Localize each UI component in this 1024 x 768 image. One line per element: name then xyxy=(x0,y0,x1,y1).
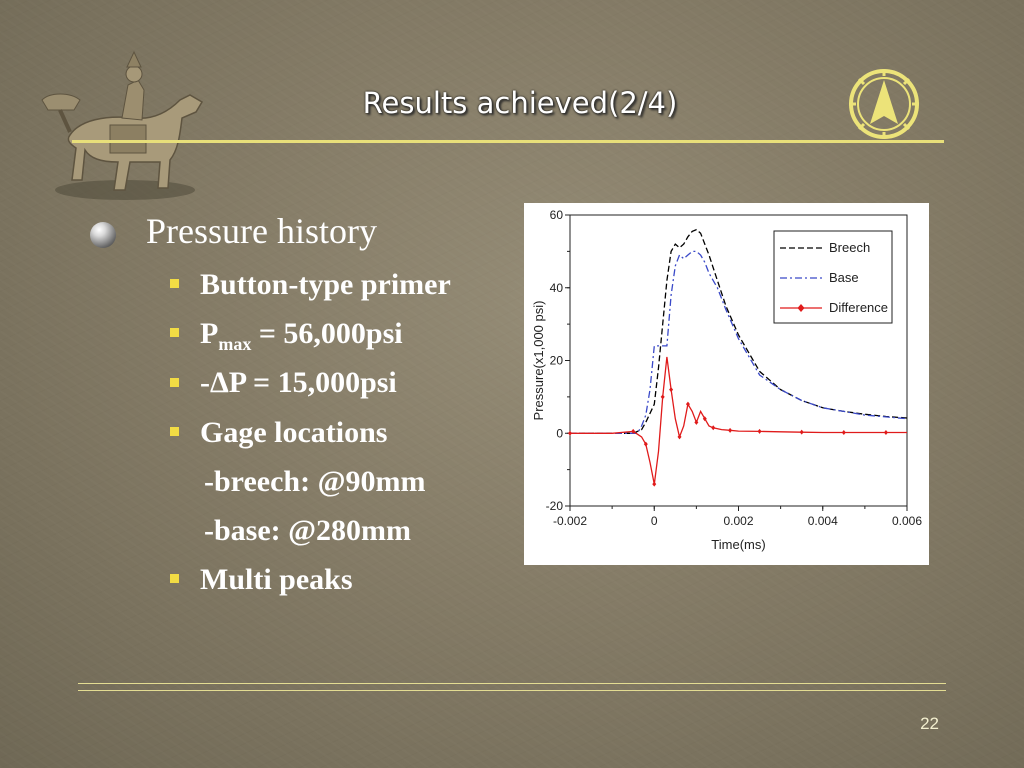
y-axis-label: Pressure(x1,000 psi) xyxy=(531,301,546,421)
slide-title: Results achieved(2/4) xyxy=(362,86,678,120)
horse-rider-statue xyxy=(41,50,204,200)
pressure-chart: -0.002 0 0.002 0.004 0.006 -20 0 20 40 60 Time(ms)… xyxy=(524,203,929,565)
legend-marker-difference xyxy=(797,304,805,312)
square-bullet-icon xyxy=(170,279,179,288)
title-underline xyxy=(72,140,944,143)
square-bullet-icon xyxy=(170,574,179,583)
compass-logo-icon xyxy=(849,69,919,139)
y-tick-label: 20 xyxy=(550,354,564,368)
series-point-difference xyxy=(728,427,733,433)
footer-rule-top xyxy=(78,683,946,684)
x-tick-label: -0.002 xyxy=(553,514,587,528)
round-bullet-icon xyxy=(90,222,116,248)
legend-label-base: Base xyxy=(829,270,859,285)
gage-breech-line: -breech: @90mm xyxy=(204,465,426,498)
series-point-difference xyxy=(652,481,657,487)
legend-label-difference: Difference xyxy=(829,300,888,315)
page-number: 22 xyxy=(920,714,939,733)
series-point-difference xyxy=(669,387,674,393)
bullet-pmax: Pmax = 56,000psi xyxy=(200,317,403,354)
x-axis-label: Time(ms) xyxy=(711,537,765,552)
y-tick-label: 60 xyxy=(550,208,564,222)
x-tick-label: 0.002 xyxy=(723,514,753,528)
y-tick-label: 40 xyxy=(550,281,564,295)
x-tick-label: 0 xyxy=(651,514,658,528)
bullet-delta-p: -ΔP = 15,000psi xyxy=(200,366,397,399)
footer-rule-bottom xyxy=(78,690,946,691)
square-bullet-icon xyxy=(170,328,179,337)
series-point-difference xyxy=(643,441,648,447)
series-point-difference xyxy=(883,430,888,436)
series-line-breech xyxy=(570,228,908,434)
series-point-difference xyxy=(685,401,690,407)
y-tick-label: 0 xyxy=(556,426,563,440)
series-point-difference xyxy=(711,425,716,431)
series-point-difference xyxy=(631,428,636,434)
pressure-chart-svg: -0.002 0 0.002 0.004 0.006 -20 0 20 40 60 Time(ms)… xyxy=(531,208,922,552)
bullet-gage-locations: Gage locations xyxy=(200,416,388,449)
x-tick-label: 0.006 xyxy=(892,514,922,528)
x-tick-label: 0.004 xyxy=(808,514,838,528)
series-point-difference xyxy=(841,430,846,436)
series-point-difference xyxy=(702,416,707,422)
square-bullet-icon xyxy=(170,378,179,387)
bullet-multi-peaks: Multi peaks xyxy=(200,563,353,596)
bullet-primer: Button-type primer xyxy=(200,268,451,301)
y-tick-label: -20 xyxy=(546,499,564,513)
square-bullet-icon xyxy=(170,427,179,436)
series-point-difference xyxy=(757,428,762,434)
series-point-difference xyxy=(677,434,682,440)
legend-label-breech: Breech xyxy=(829,240,870,255)
series-line-difference xyxy=(570,356,907,485)
main-bullet-heading: Pressure history xyxy=(146,211,377,251)
gage-base-line: -base: @280mm xyxy=(204,514,412,547)
series-point-difference xyxy=(568,430,572,436)
series-point-difference xyxy=(660,394,665,400)
series-point-difference xyxy=(799,429,804,435)
series-point-difference xyxy=(694,419,699,425)
